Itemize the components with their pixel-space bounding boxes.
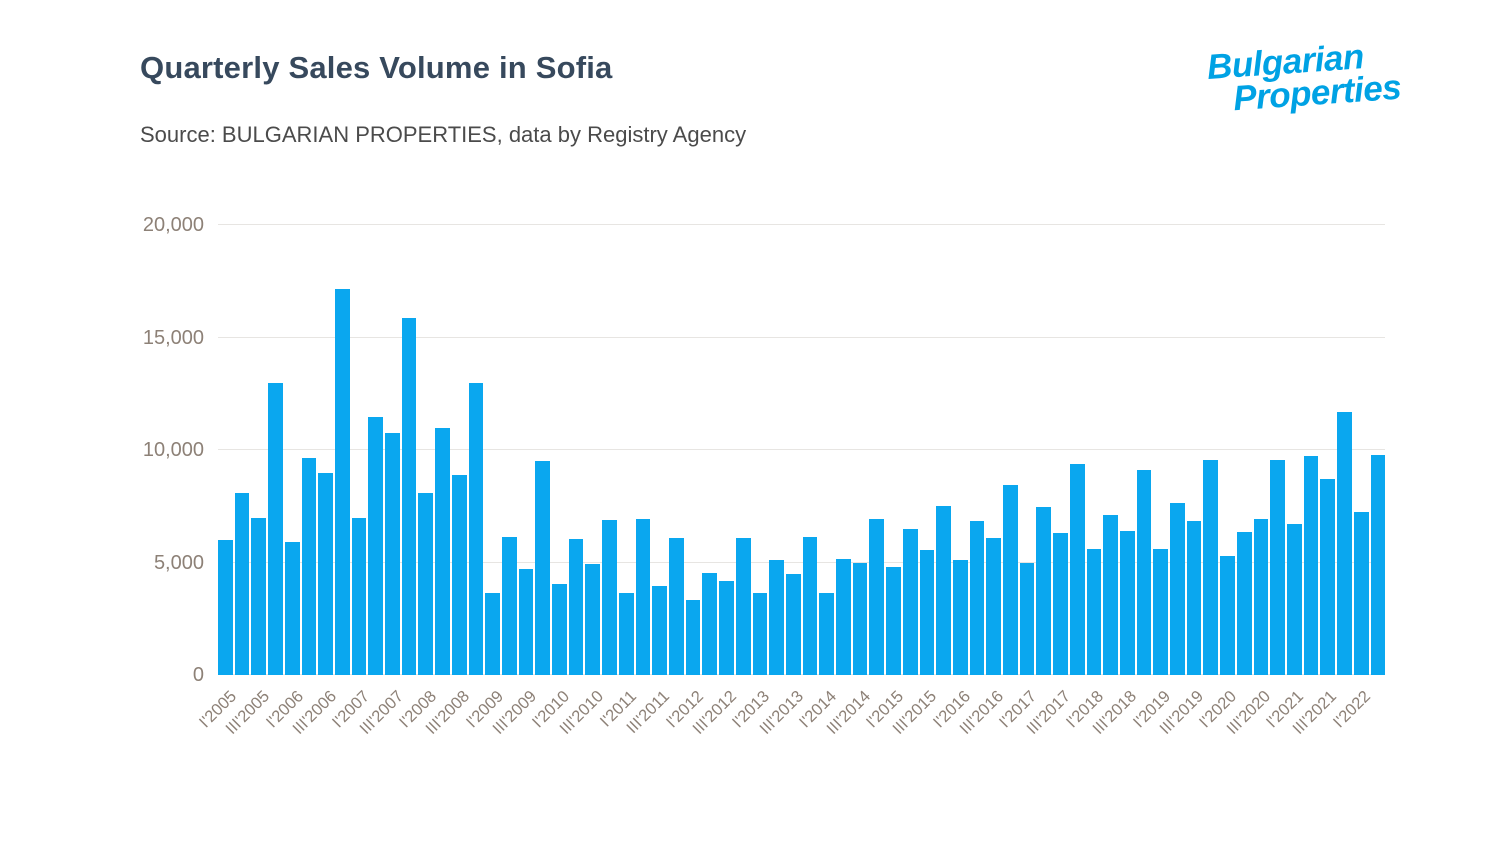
bar-II'2013 xyxy=(769,560,784,675)
bar-III'2008 xyxy=(451,474,467,675)
bar-I'2008 xyxy=(418,492,434,675)
y-tick-label: 0 xyxy=(192,664,204,686)
bar-II'2006 xyxy=(301,457,317,675)
bar-III'2019 xyxy=(1186,520,1202,675)
bar-I'2010 xyxy=(552,583,567,675)
bar-III'2020 xyxy=(1253,518,1269,675)
bar-I'2022 xyxy=(1353,511,1369,675)
bar-I'2011 xyxy=(618,592,634,675)
bar-I'2021 xyxy=(1287,524,1302,675)
bar-I'2015 xyxy=(886,567,901,675)
bar-I'2020 xyxy=(1220,555,1235,675)
bar-II'2007 xyxy=(368,417,384,675)
bar-I'2014 xyxy=(819,592,835,675)
bar-I'2009 xyxy=(485,592,500,675)
bar-IV'2015 xyxy=(936,506,951,675)
bar-I'2016 xyxy=(952,560,968,675)
bar-II'2022 xyxy=(1370,454,1386,675)
bar-I'2012 xyxy=(685,599,701,675)
bar-I'2017 xyxy=(1019,562,1035,675)
bar-IV'2019 xyxy=(1203,460,1219,675)
bar-III'2012 xyxy=(719,580,734,675)
bar-III'2011 xyxy=(652,586,667,675)
bar-IV'2006 xyxy=(334,289,350,675)
bar-II'2017 xyxy=(1036,507,1052,675)
page-title: Quarterly Sales Volume in Sofia xyxy=(140,50,613,85)
bar-II'2012 xyxy=(702,572,718,675)
bar-II'2008 xyxy=(435,427,450,675)
bar-IV'2010 xyxy=(602,519,617,675)
bar-IV'2017 xyxy=(1069,463,1085,675)
bar-IV'2012 xyxy=(735,537,751,675)
bar-IV'2016 xyxy=(1003,484,1018,675)
bar-II'2011 xyxy=(635,518,651,675)
bar-I'2006 xyxy=(284,542,300,675)
chart-source-subtitle: Source: BULGARIAN PROPERTIES, data by Re… xyxy=(140,122,747,147)
bar-IV'2021 xyxy=(1337,411,1352,675)
bar-III'2017 xyxy=(1053,533,1068,675)
bar-III'2014 xyxy=(852,562,868,675)
bar-I'2013 xyxy=(752,592,768,675)
bar-III'2010 xyxy=(585,563,601,675)
bar-IV'2007 xyxy=(401,318,417,675)
bar-II'2005 xyxy=(234,492,250,675)
gridline-5000 xyxy=(218,561,1385,563)
bar-IV'2008 xyxy=(468,382,484,675)
bar-II'2020 xyxy=(1236,532,1252,675)
bar-chart-plot-area xyxy=(218,224,1386,675)
y-tick-label: 5,000 xyxy=(153,551,204,574)
bar-IV'2014 xyxy=(869,518,885,675)
y-axis-labels: 0 5,000 10,000 15,000 20,000 xyxy=(0,215,204,685)
bulgarian-properties-logo: Bulgarian Properties xyxy=(1206,36,1440,118)
gridline-0 xyxy=(218,674,1385,675)
x-tick-label: I'2022 xyxy=(1329,687,1374,732)
y-tick-label: 20,000 xyxy=(142,214,204,236)
bar-IV'2013 xyxy=(802,536,818,675)
bar-II'2016 xyxy=(969,520,985,675)
bar-II'2018 xyxy=(1103,515,1118,675)
bar-III'2007 xyxy=(385,433,400,675)
bar-I'2018 xyxy=(1086,549,1102,675)
bar-IV'2018 xyxy=(1136,470,1152,675)
bar-IV'2009 xyxy=(535,461,551,675)
bar-II'2014 xyxy=(836,559,851,675)
bar-I'2019 xyxy=(1153,549,1169,675)
bar-III'2005 xyxy=(251,517,267,675)
y-tick-label: 10,000 xyxy=(142,439,204,461)
bar-III'2009 xyxy=(518,569,534,675)
x-axis-labels: I'2005 III'2005 I'2006 III'2006 I'2007 III'20… xyxy=(196,687,1385,818)
bar-II'2009 xyxy=(501,536,517,675)
bar-III'2018 xyxy=(1119,531,1135,675)
bar-III'2015 xyxy=(919,550,935,675)
bar-III'2006 xyxy=(318,472,333,675)
bar-series xyxy=(218,225,1386,675)
gridline-20000 xyxy=(218,224,1385,225)
gridline-15000 xyxy=(218,336,1385,338)
bar-II'2021 xyxy=(1303,455,1319,675)
bar-IV'2011 xyxy=(668,537,684,675)
bar-I'2005 xyxy=(218,540,233,675)
bar-IV'2005 xyxy=(268,382,283,675)
bar-III'2013 xyxy=(785,573,801,675)
bar-III'2021 xyxy=(1320,479,1336,675)
bar-II'2015 xyxy=(902,528,918,675)
bar-III'2016 xyxy=(986,537,1002,675)
bar-II'2010 xyxy=(568,538,584,675)
bar-IV'2020 xyxy=(1270,460,1285,675)
bar-II'2019 xyxy=(1170,502,1185,675)
gridline-10000 xyxy=(218,449,1385,450)
bar-I'2007 xyxy=(351,517,367,675)
y-tick-label: 15,000 xyxy=(142,326,204,349)
